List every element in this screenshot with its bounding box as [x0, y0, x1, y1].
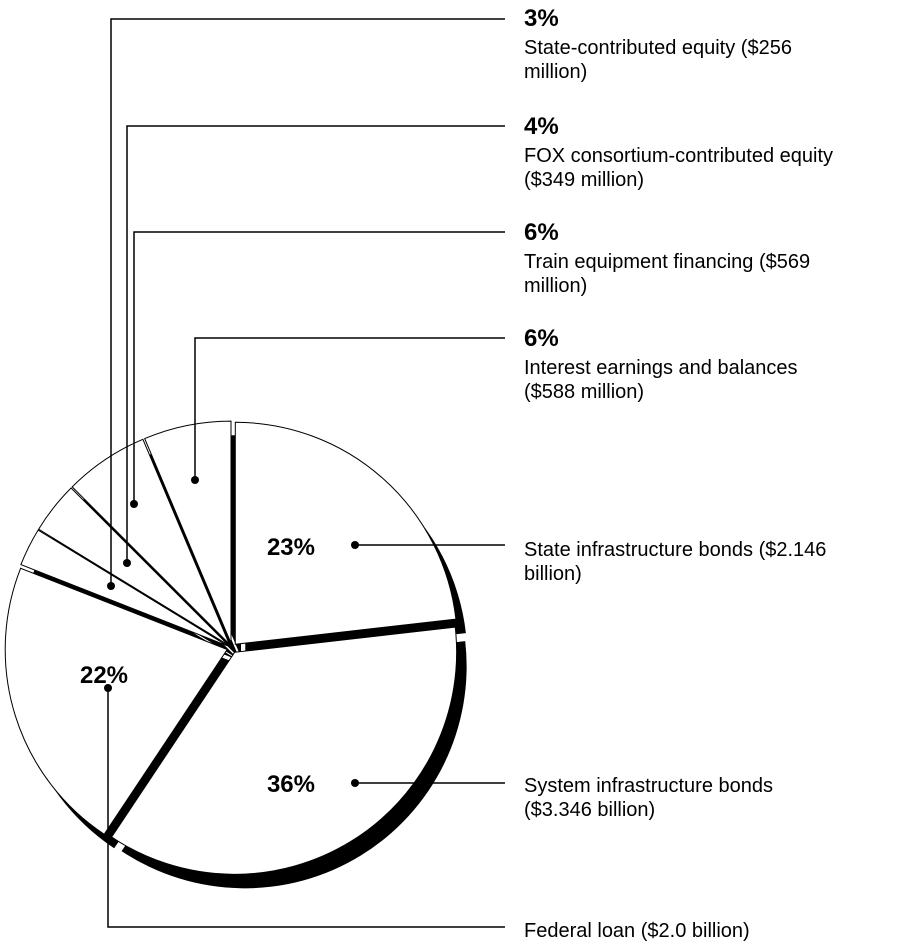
callout-line-4 [126, 125, 505, 563]
callout-dot-2 [104, 684, 112, 692]
callout-line-3 [110, 18, 505, 586]
callout-line-2 [107, 688, 505, 928]
slice-percent-0: 23% [267, 534, 315, 561]
slice-percent-2: 22% [80, 662, 128, 689]
slice-label-6-line-1: ($588 million) [524, 381, 644, 403]
callout-dot-4 [123, 559, 131, 567]
callout-dot-6 [191, 476, 199, 484]
slice-label-2-line-0: Federal loan ($2.0 billion) [524, 920, 750, 942]
pie-slices [4, 420, 458, 875]
slice-label-1-line-0: System infrastructure bonds [524, 775, 773, 797]
callout-line-6 [194, 337, 505, 480]
slice-label-1-line-1: ($3.346 billion) [524, 799, 655, 821]
slice-percent-5: 6% [524, 219, 559, 246]
pie-slice-0 [234, 421, 457, 645]
pie-slice-3 [20, 529, 228, 647]
slice-percent-4: 4% [524, 113, 559, 140]
slice-label-0-line-1: billion) [524, 563, 582, 585]
slice-label-4-line-0: FOX consortium-contributed equity [524, 145, 833, 167]
pie-slice-2 [4, 567, 228, 835]
slice-label-5-line-0: Train equipment financing ($569 [524, 251, 810, 273]
pie-slice-4 [37, 487, 229, 646]
callout-lines [104, 18, 505, 928]
callout-dot-3 [107, 582, 115, 590]
slice-label-3-line-1: million) [524, 61, 587, 83]
pie-slice-1 [110, 626, 458, 875]
callout-labels: 23% State infrastructure bonds ($2.146bil… [80, 5, 833, 942]
slice-label-0-line-0: State infrastructure bonds ($2.146 [524, 539, 826, 561]
pie-slice-6 [144, 420, 232, 644]
slice-percent-6: 6% [524, 325, 559, 352]
slice-label-5-line-1: million) [524, 275, 587, 297]
slice-label-6-line-0: Interest earnings and balances [524, 357, 798, 379]
callout-line-5 [133, 231, 505, 504]
slice-percent-1: 36% [267, 771, 315, 798]
callout-dot-0 [351, 541, 359, 549]
callout-dot-1 [351, 779, 359, 787]
slice-percent-3: 3% [524, 5, 559, 32]
slice-label-3-line-0: State-contributed equity ($256 [524, 37, 792, 59]
slice-label-4-line-1: ($349 million) [524, 169, 644, 191]
callout-dot-5 [130, 500, 138, 508]
